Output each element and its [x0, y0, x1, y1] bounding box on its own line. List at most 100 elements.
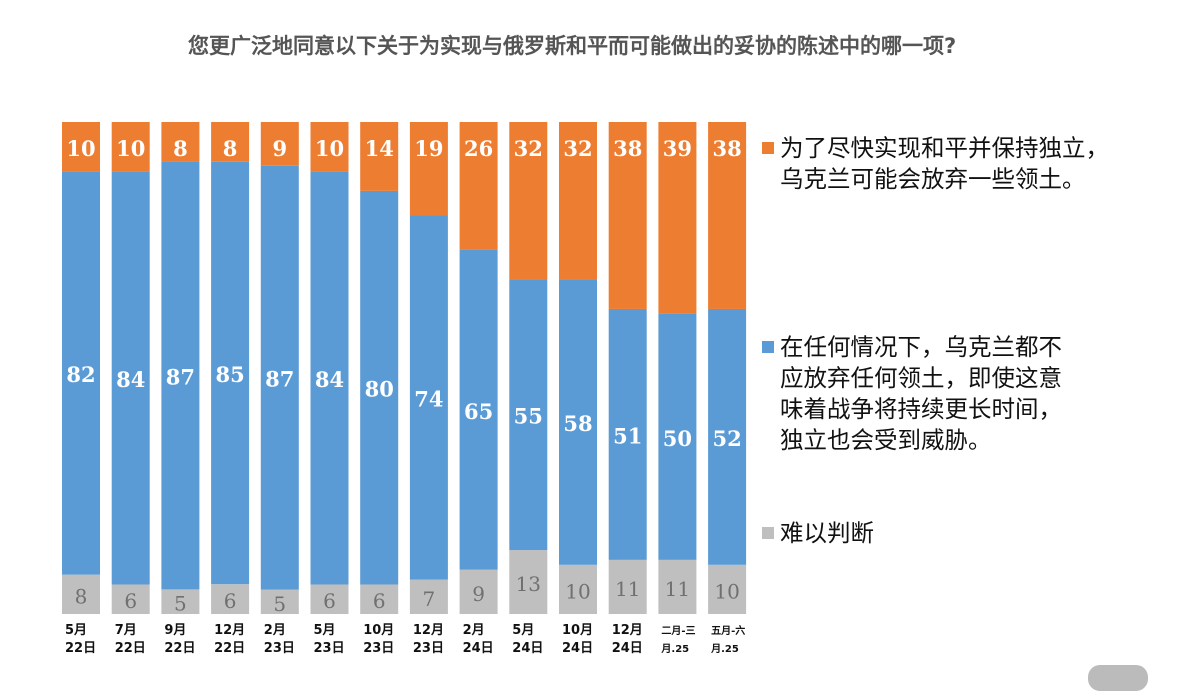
x-tick-label-7-1: 23日	[413, 641, 444, 656]
data-label-compromise-6: 14	[365, 136, 394, 161]
bar-compromise-1	[111, 122, 150, 172]
data-label-no-concession-13: 52	[712, 426, 741, 451]
bar-no-concession-11	[608, 308, 647, 560]
bar-compromise-3	[211, 122, 250, 162]
bar-compromise-0	[62, 122, 100, 172]
bar-compromise-13	[708, 122, 747, 309]
data-label-compromise-12: 39	[663, 136, 692, 161]
x-tick-label-1-0: 7月	[115, 623, 137, 638]
data-label-no-concession-2: 87	[166, 364, 195, 389]
data-label-compromise-4: 9	[272, 136, 287, 161]
data-label-undecided-12: 11	[665, 577, 690, 601]
bar-undecided-13	[708, 564, 747, 614]
data-label-compromise-0: 10	[66, 136, 95, 161]
x-tick-label-9-1: 24日	[512, 641, 543, 656]
data-label-no-concession-5: 84	[315, 367, 344, 392]
data-label-compromise-9: 32	[514, 136, 543, 161]
bar-undecided-9	[509, 550, 548, 614]
data-label-compromise-10: 32	[563, 136, 592, 161]
x-tick-label-10-0: 10月	[562, 623, 593, 638]
legend-label-no-concession: 在任何情况下，乌克兰都不 应放弃任何领土，即使这意 味着战争将持续更长时间， 独…	[780, 333, 1062, 454]
data-label-undecided-7: 7	[423, 587, 436, 611]
data-label-compromise-2: 8	[173, 136, 188, 161]
x-tick-label-9-0: 5月	[512, 623, 534, 638]
data-label-no-concession-4: 87	[265, 367, 294, 392]
bar-no-concession-3	[211, 161, 250, 585]
data-label-undecided-0: 8	[75, 584, 88, 608]
bar-no-concession-7	[409, 215, 448, 580]
data-label-no-concession-7: 74	[414, 387, 443, 412]
legend-swatch-compromise	[762, 142, 774, 154]
data-label-undecided-6: 6	[373, 589, 386, 613]
bar-no-concession-12	[658, 313, 697, 560]
x-tick-label-12-1: 月.25	[660, 643, 689, 655]
chart-title: 您更广泛地同意以下关于为实现与俄罗斯和平而可能做出的妥协的陈述中的哪一项?	[188, 34, 957, 58]
x-tick-label-8-1: 24日	[463, 641, 494, 656]
bar-undecided-8	[459, 569, 498, 614]
bar-undecided-6	[360, 584, 399, 614]
x-tick-label-0-1: 22日	[65, 641, 96, 656]
bar-undecided-0	[62, 574, 100, 614]
bar-undecided-5	[310, 584, 349, 614]
bar-no-concession-10	[559, 279, 597, 565]
data-label-undecided-1: 6	[124, 589, 137, 613]
data-label-undecided-5: 6	[323, 589, 336, 613]
data-label-no-concession-8: 65	[464, 399, 493, 424]
bar-no-concession-9	[509, 279, 548, 551]
data-label-no-concession-3: 85	[215, 362, 244, 387]
bar-compromise-11	[608, 122, 647, 309]
x-tick-label-5-1: 23日	[314, 641, 345, 656]
x-tick-label-1-1: 22日	[115, 641, 146, 656]
bar-undecided-3	[211, 584, 250, 614]
data-label-compromise-1: 10	[116, 136, 145, 161]
data-label-undecided-3: 6	[224, 589, 237, 613]
bar-no-concession-0	[62, 171, 100, 575]
x-tick-label-7-0: 12月	[413, 623, 444, 638]
bar-compromise-9	[509, 122, 548, 280]
x-tick-label-6-1: 23日	[363, 641, 394, 656]
bar-compromise-5	[310, 122, 349, 172]
bar-no-concession-2	[161, 161, 200, 590]
bar-undecided-12	[658, 559, 697, 614]
bar-compromise-6	[360, 122, 399, 191]
legend-swatch-no-concession	[762, 341, 774, 353]
data-label-compromise-5: 10	[315, 136, 344, 161]
x-tick-label-11-0: 12月	[612, 623, 643, 638]
x-tick-label-0-0: 5月	[65, 623, 87, 638]
stacked-bar-chart: 882105月22日684107月22日58789月22日685812月22日5…	[62, 122, 747, 656]
x-tick-label-13-1: 月.25	[710, 643, 739, 655]
x-tick-label-6-0: 10月	[363, 623, 394, 638]
x-tick-label-3-1: 22日	[214, 641, 245, 656]
bar-undecided-4	[260, 589, 299, 614]
data-label-undecided-4: 5	[273, 592, 286, 616]
data-label-compromise-13: 38	[712, 136, 741, 161]
data-label-undecided-9: 13	[516, 572, 541, 596]
x-tick-label-10-1: 24日	[562, 641, 593, 656]
data-label-no-concession-0: 82	[66, 362, 95, 387]
bar-compromise-10	[559, 122, 597, 280]
data-label-undecided-11: 11	[615, 577, 640, 601]
x-tick-label-12-0: 二月-三	[661, 625, 695, 637]
bar-undecided-10	[559, 564, 597, 614]
bar-no-concession-5	[310, 171, 349, 585]
data-label-no-concession-10: 58	[563, 411, 592, 436]
data-label-compromise-8: 26	[464, 136, 493, 161]
x-tick-label-5-0: 5月	[314, 623, 336, 638]
data-label-no-concession-6: 80	[365, 377, 394, 402]
legend-label-undecided: 难以判断	[780, 519, 874, 547]
bar-no-concession-13	[708, 308, 747, 565]
bar-compromise-4	[260, 122, 299, 166]
bar-compromise-7	[409, 122, 448, 216]
x-tick-label-11-1: 24日	[612, 641, 643, 656]
x-tick-label-13-0: 五月-六	[711, 624, 745, 637]
bar-undecided-2	[161, 589, 200, 614]
bar-no-concession-1	[111, 171, 150, 585]
bar-undecided-11	[608, 559, 647, 614]
overlay-button[interactable]	[1088, 665, 1148, 691]
data-label-no-concession-11: 51	[613, 423, 642, 448]
bar-no-concession-6	[360, 190, 399, 585]
data-label-undecided-8: 9	[472, 582, 485, 606]
data-label-no-concession-9: 55	[514, 404, 543, 429]
x-tick-label-3-0: 12月	[214, 623, 245, 638]
x-tick-label-2-0: 9月	[164, 623, 186, 638]
